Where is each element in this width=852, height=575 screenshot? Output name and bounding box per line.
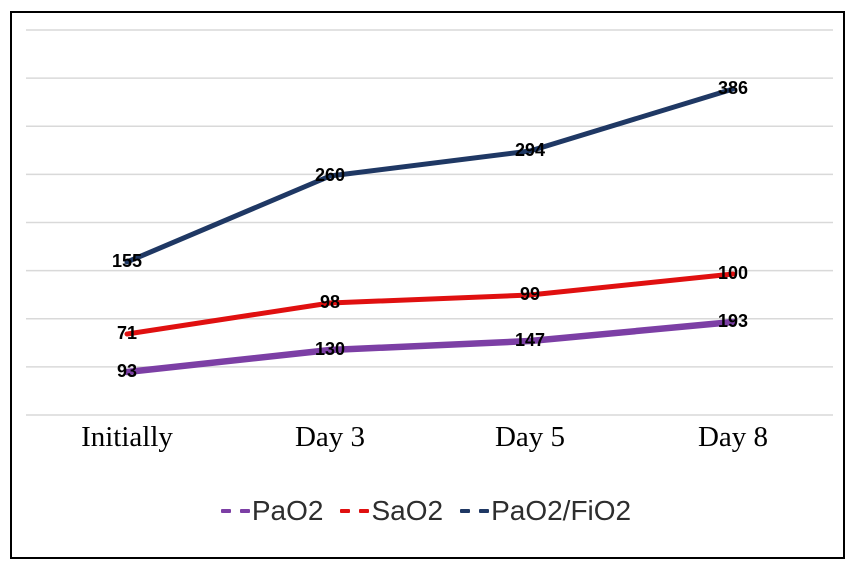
legend-label: SaO2 (371, 495, 444, 526)
legend-dash (239, 509, 250, 513)
chart-border (10, 11, 845, 559)
legend-dash (340, 509, 351, 513)
legend-dashed-line-icon (340, 509, 370, 513)
series-line-sao2 (124, 271, 736, 337)
legend-dash (220, 509, 231, 513)
legend-dashed-line-icon (460, 509, 490, 513)
legend-dash (479, 509, 490, 513)
chart-legend: PaO2 SaO2 PaO2/FiO2 (0, 497, 852, 525)
legend-dash (460, 509, 471, 513)
legend-label: PaO2 (251, 495, 324, 526)
legend-dash (359, 509, 370, 513)
legend-item-pao2: PaO2 (220, 495, 324, 526)
legend-item-sao2: SaO2 (340, 497, 443, 525)
legend-dashed-line-icon (220, 509, 250, 513)
series-line-pao2-fio2 (124, 86, 736, 265)
series-line-pao2 (123, 318, 737, 376)
legend-item-pao2-fio2: PaO2/FiO2 (460, 497, 631, 525)
legend-label: PaO2/FiO2 (491, 495, 632, 526)
